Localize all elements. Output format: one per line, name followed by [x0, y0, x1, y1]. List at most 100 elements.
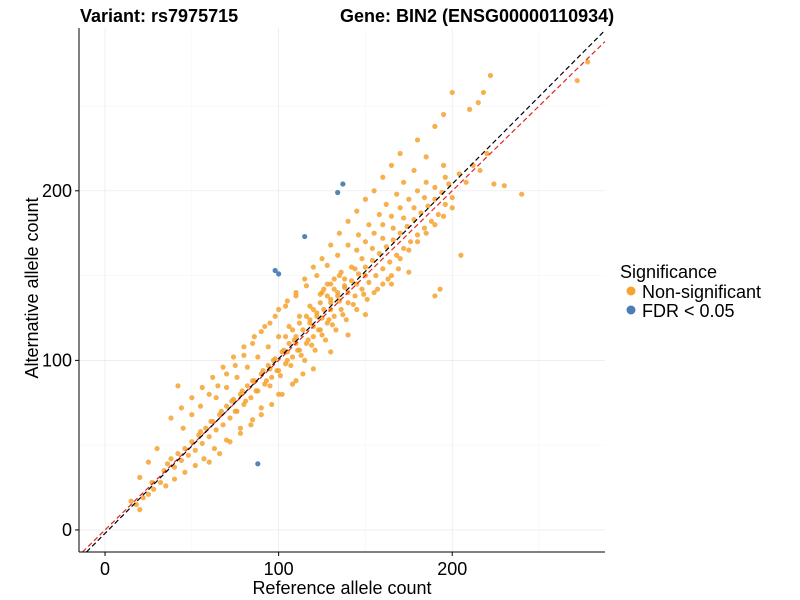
point-non-significant — [300, 371, 306, 377]
point-non-significant — [211, 445, 218, 452]
point-non-significant — [585, 59, 591, 65]
point-non-significant — [362, 311, 369, 318]
point-non-significant — [157, 479, 164, 486]
point-non-significant — [458, 252, 464, 258]
point-non-significant — [345, 218, 351, 224]
point-non-significant — [432, 123, 438, 129]
chart-title-gene: Gene: BIN2 (ENSG00000110934) — [340, 6, 614, 26]
point-non-significant — [185, 452, 191, 458]
point-non-significant — [574, 77, 580, 84]
point-non-significant — [345, 300, 351, 306]
point-non-significant — [411, 167, 417, 174]
point-non-significant — [249, 340, 256, 347]
point-non-significant — [397, 230, 403, 236]
point-non-significant — [380, 174, 386, 180]
point-non-significant — [197, 403, 204, 409]
point-non-significant — [484, 150, 490, 157]
point-non-significant — [335, 252, 341, 258]
legend-marker-fdr — [626, 305, 636, 315]
point-non-significant — [449, 205, 455, 211]
point-non-significant — [333, 327, 339, 333]
point-non-significant — [312, 347, 318, 353]
point-non-significant — [343, 317, 349, 323]
point-non-significant — [491, 181, 497, 187]
point-non-significant — [385, 276, 391, 282]
point-non-significant — [463, 179, 469, 185]
point-non-significant — [149, 479, 155, 486]
point-non-significant — [288, 362, 294, 369]
point-non-significant — [383, 244, 389, 250]
point-non-significant — [302, 276, 308, 282]
point-non-significant — [364, 296, 370, 302]
point-non-significant — [229, 398, 235, 404]
point-non-significant — [232, 362, 238, 369]
point-non-significant — [289, 354, 296, 360]
point-non-significant — [128, 498, 134, 504]
legend: Significance Non-significant FDR < 0.05 — [620, 262, 761, 321]
point-non-significant — [421, 194, 428, 201]
point-non-significant — [328, 296, 334, 302]
point-non-significant — [369, 257, 375, 263]
point-non-significant — [276, 334, 282, 340]
point-non-significant — [168, 415, 174, 421]
point-non-significant — [210, 374, 216, 380]
point-non-significant — [171, 476, 178, 482]
point-non-significant — [310, 334, 316, 340]
point-non-significant — [272, 313, 278, 319]
x-tick-label: 200 — [437, 559, 467, 579]
legend-label-fdr: FDR < 0.05 — [642, 301, 735, 321]
point-non-significant — [371, 188, 377, 194]
point-non-significant — [449, 89, 455, 96]
point-non-significant — [230, 354, 237, 360]
point-non-significant — [289, 327, 296, 333]
point-non-significant — [352, 266, 358, 272]
point-non-significant — [388, 281, 395, 287]
point-non-significant — [303, 283, 310, 289]
point-non-significant — [397, 256, 403, 262]
point-non-significant — [277, 373, 283, 379]
point-non-significant — [239, 388, 245, 394]
point-non-significant — [284, 298, 290, 304]
point-non-significant — [237, 425, 244, 431]
point-non-significant — [345, 242, 351, 248]
point-non-significant — [213, 427, 219, 433]
point-non-significant — [241, 344, 247, 350]
point-non-significant — [376, 250, 382, 257]
point-non-significant — [401, 179, 407, 185]
point-fdr-significant — [340, 181, 346, 187]
point-non-significant — [201, 456, 207, 462]
point-non-significant — [227, 415, 233, 421]
point-non-significant — [387, 259, 393, 265]
point-non-significant — [326, 317, 332, 323]
point-non-significant — [220, 364, 226, 370]
point-non-significant — [487, 72, 494, 79]
point-non-significant — [253, 388, 259, 394]
point-non-significant — [175, 383, 181, 389]
point-non-significant — [355, 271, 362, 277]
point-non-significant — [206, 434, 212, 440]
x-axis-label: Reference allele count — [252, 578, 431, 598]
point-non-significant — [223, 371, 230, 377]
point-non-significant — [317, 300, 323, 306]
point-non-significant — [354, 208, 360, 214]
point-non-significant — [475, 100, 481, 106]
point-non-significant — [432, 222, 438, 228]
point-non-significant — [175, 451, 181, 457]
point-non-significant — [223, 403, 230, 409]
point-non-significant — [501, 183, 507, 189]
point-non-significant — [258, 412, 264, 418]
point-non-significant — [359, 256, 365, 262]
point-non-significant — [296, 313, 303, 319]
point-non-significant — [519, 191, 525, 197]
point-non-significant — [324, 281, 330, 287]
point-non-significant — [289, 381, 296, 387]
point-non-significant — [310, 366, 316, 372]
point-non-significant — [163, 483, 169, 489]
point-non-significant — [203, 425, 209, 431]
point-non-significant — [218, 408, 224, 414]
point-non-significant — [423, 230, 429, 236]
point-non-significant — [380, 222, 386, 228]
point-non-significant — [355, 232, 362, 238]
point-fdr-significant — [272, 267, 278, 274]
